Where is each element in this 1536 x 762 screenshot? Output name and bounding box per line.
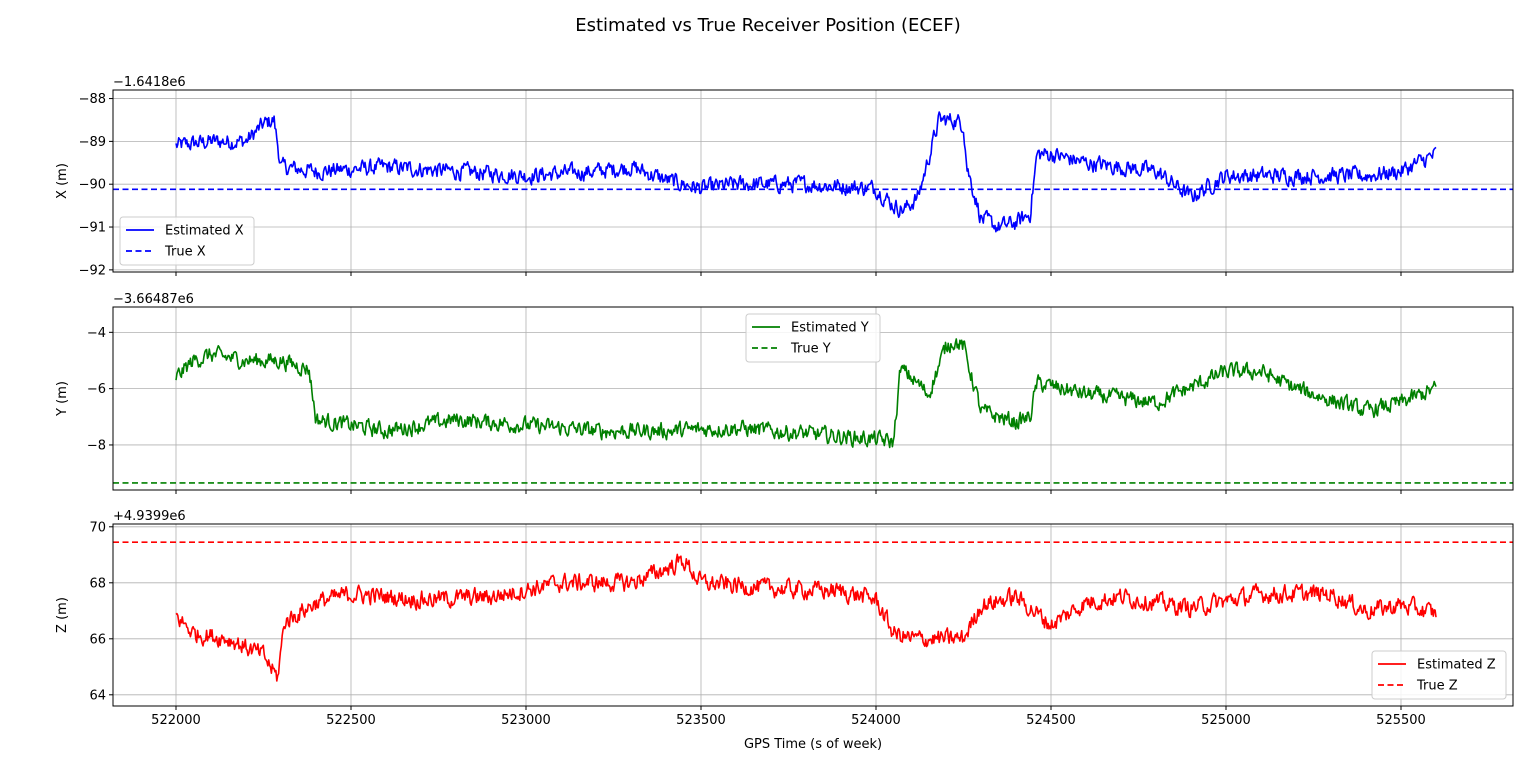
x-tick-label: 525500 — [1376, 713, 1426, 728]
y-tick-label: 64 — [89, 688, 106, 703]
x-tick-label: 524000 — [851, 713, 901, 728]
y-offset-label: −3.66487e6 — [113, 292, 194, 307]
legend-label: True Z — [1416, 679, 1458, 694]
figure-title: Estimated vs True Receiver Position (ECE… — [575, 15, 960, 36]
x-tick-label: 522500 — [326, 713, 376, 728]
x-axis-label: GPS Time (s of week) — [744, 737, 882, 752]
legend-box — [1371, 650, 1507, 700]
legend-label: True Y — [790, 342, 831, 357]
subplot-3: 522000 522500 523000 523500 524000 524500 5250… — [55, 509, 1514, 728]
legend: Estimated Y True Y — [745, 313, 881, 363]
y-tick-label: −90 — [79, 178, 106, 193]
y-tick-label: −89 — [79, 135, 106, 150]
y-axis-label: X (m) — [55, 163, 70, 199]
legend-box — [745, 313, 881, 363]
x-tick-label: 525000 — [1201, 713, 1251, 728]
y-tick-label: −4 — [87, 326, 106, 341]
y-tick-label: 68 — [89, 576, 106, 591]
y-tick-label: 70 — [89, 520, 106, 535]
y-offset-label: −1.6418e6 — [113, 75, 186, 90]
legend-box — [119, 216, 255, 266]
x-tick-label: 522000 — [151, 713, 201, 728]
y-axis-label: Z (m) — [55, 597, 70, 633]
axes-frame — [112, 89, 1514, 273]
legend-label: True X — [164, 245, 206, 260]
subplot-1: −92 −91 −90 −89 −88 −1.6418e6 X (m) Estimated X… — [55, 75, 1514, 278]
legend-label: Estimated X — [165, 224, 244, 239]
x-tick-label: 523500 — [676, 713, 726, 728]
y-offset-label: +4.9399e6 — [113, 509, 186, 524]
y-axis-label: Y (m) — [55, 381, 70, 417]
legend-label: Estimated Z — [1417, 658, 1496, 673]
legend: Estimated X True X — [119, 216, 255, 266]
axes-frame — [112, 523, 1514, 707]
y-tick-label: 66 — [89, 632, 106, 647]
series-line-estimated-z — [175, 553, 1437, 682]
series-line-estimated-x — [175, 111, 1437, 233]
y-tick-label: −6 — [87, 382, 106, 397]
axes-frame — [112, 306, 1514, 491]
y-tick-label: −91 — [79, 221, 106, 236]
x-tick-label: 523000 — [501, 713, 551, 728]
legend: Estimated Z True Z — [1371, 650, 1507, 700]
y-tick-label: −88 — [79, 92, 106, 107]
legend-label: Estimated Y — [791, 321, 869, 336]
series-line-estimated-y — [175, 338, 1437, 449]
y-tick-label: −8 — [87, 438, 106, 453]
subplot-2: −8 −6 −4 −3.66487e6 Y (m) Estimated Y True Y — [55, 292, 1514, 494]
y-tick-label: −92 — [79, 263, 106, 278]
x-tick-label: 524500 — [1026, 713, 1076, 728]
